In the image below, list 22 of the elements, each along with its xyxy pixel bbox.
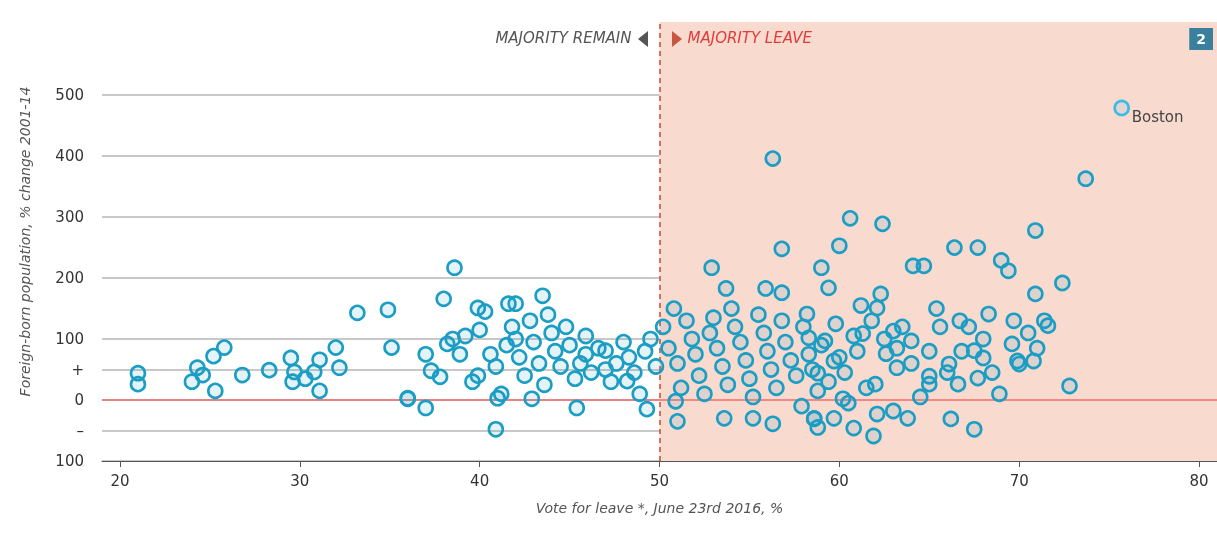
y-tick-label: –: [76, 421, 84, 440]
y-tick-label: 300: [55, 208, 84, 227]
band-label: MAJORITY LEAVE: [687, 28, 813, 47]
y-tick-label: 100: [55, 330, 84, 349]
x-tick-label: 70: [1009, 471, 1029, 490]
x-tick-label: 20: [110, 471, 130, 490]
annotation: Boston: [1131, 108, 1184, 127]
y-tick-label: +: [71, 360, 84, 379]
y-tick-label: 500: [55, 86, 84, 105]
annotation: 2: [1196, 31, 1207, 47]
annotation: MAJORITY REMAIN: [495, 28, 632, 47]
x-tick-label: 50: [649, 471, 670, 490]
y-tick-label: 200: [55, 269, 84, 288]
y-axis-title: Foreign-born population, % change 2001-14: [17, 86, 33, 397]
y-tick-label: 400: [55, 147, 84, 166]
x-tick-label: 60: [829, 471, 849, 490]
y-tick-label: 100: [55, 452, 84, 470]
x-tick-label: 80: [1189, 471, 1209, 490]
x-tick-label: 40: [470, 471, 490, 490]
y-tick-label: 0: [74, 391, 84, 410]
x-tick-label: 30: [290, 471, 310, 490]
x-axis-title: Vote for leave *, June 23rd 2016, %: [535, 500, 784, 516]
